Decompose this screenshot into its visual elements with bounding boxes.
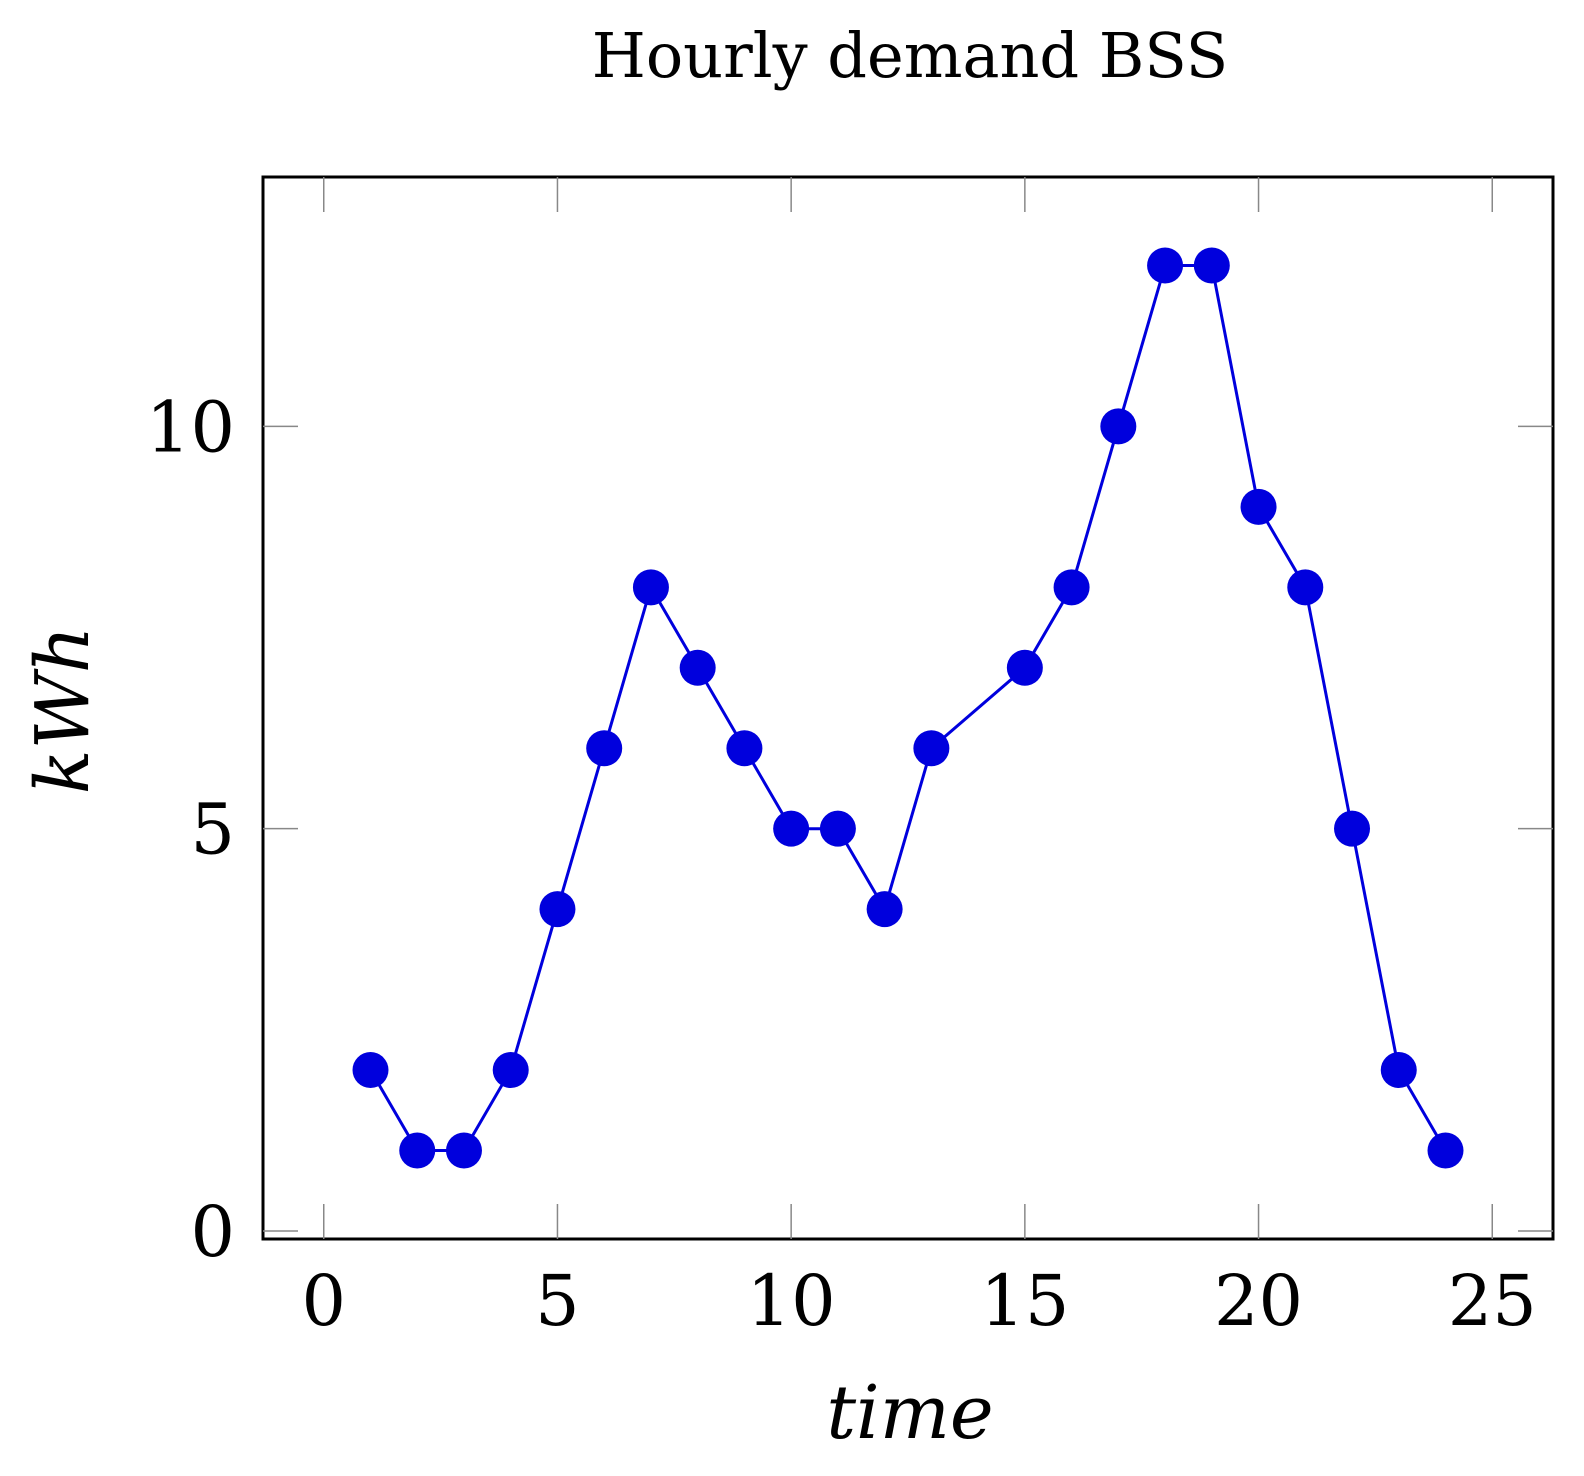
- data-point: [819, 810, 856, 847]
- data-point: [773, 810, 810, 847]
- data-point: [1053, 569, 1090, 606]
- data-point: [679, 649, 716, 686]
- data-point: [913, 730, 950, 767]
- data-point: [1287, 569, 1324, 606]
- data-point: [866, 891, 903, 928]
- data-point: [1193, 247, 1230, 284]
- y-axis-label: kWh: [20, 626, 106, 795]
- y-tick-label: 5: [190, 789, 235, 871]
- x-axis-label: time: [826, 1370, 993, 1456]
- data-point: [539, 891, 576, 928]
- chart-title: Hourly demand BSS: [592, 19, 1228, 92]
- series-line: [369, 264, 1447, 1152]
- x-tick-label: 0: [301, 1260, 346, 1342]
- data-point: [1240, 488, 1277, 525]
- plot-frame: [261, 175, 1555, 1241]
- data-point: [1100, 408, 1137, 445]
- data-point: [632, 569, 669, 606]
- data-point: [1380, 1052, 1417, 1089]
- data-point: [1006, 649, 1043, 686]
- plot-area: 0 5 10 15 20 25 0 5 10: [146, 175, 1555, 1342]
- x-tick-label: 15: [980, 1260, 1069, 1342]
- data-point: [1427, 1132, 1464, 1169]
- data-point: [1147, 247, 1184, 284]
- data-point: [352, 1052, 389, 1089]
- x-tick-label: 5: [535, 1260, 580, 1342]
- data-point: [726, 730, 763, 767]
- data-point: [445, 1132, 482, 1169]
- x-tick-label: 10: [747, 1260, 836, 1342]
- data-point: [586, 730, 623, 767]
- data-point: [399, 1132, 436, 1169]
- data-point: [492, 1052, 529, 1089]
- x-tick-label: 25: [1448, 1260, 1537, 1342]
- y-tick-label: 10: [146, 386, 235, 468]
- x-tick-label: 20: [1214, 1260, 1303, 1342]
- data-point: [1334, 810, 1371, 847]
- y-tick-label: 0: [190, 1191, 235, 1273]
